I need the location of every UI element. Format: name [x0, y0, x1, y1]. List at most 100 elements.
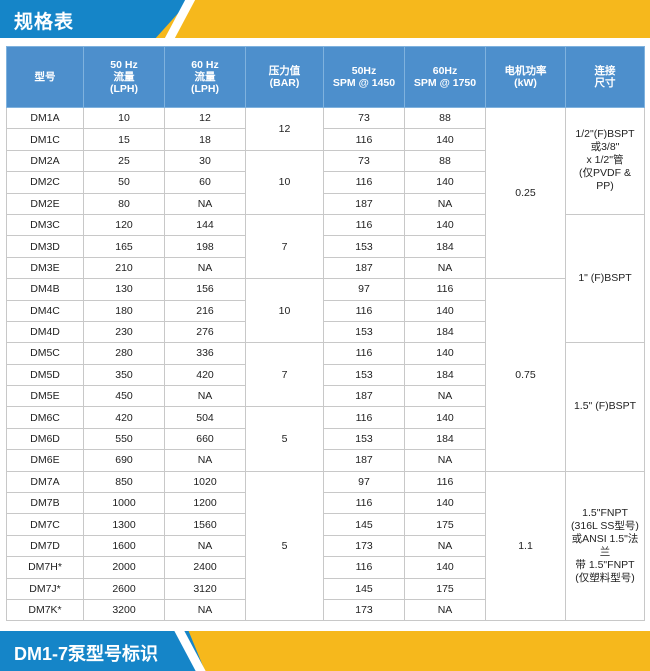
spm-60hz-cell: 88 [404, 106, 486, 130]
flow-50hz-cell: 850 [83, 470, 165, 494]
pressure-cell: 7 [245, 342, 324, 408]
model-cell: DM5D [6, 363, 84, 387]
column-header-model: 型号 [6, 46, 84, 108]
spm-60hz-cell: 140 [404, 213, 486, 237]
footer-banner: DM1-7泵型号标识 [0, 631, 650, 671]
column-header-flow-60hz: 60 Hz 流量 (LPH) [164, 46, 246, 108]
flow-50hz-cell: 80 [83, 192, 165, 215]
pressure-cell: 12 [245, 107, 324, 151]
model-cell: DM3D [6, 235, 84, 258]
table-row: DM7H* 2000 2400 116 140 [6, 556, 645, 579]
flow-60hz-cell: NA [164, 385, 246, 408]
flow-60hz-cell: NA [164, 192, 246, 215]
model-cell: DM6C [6, 406, 84, 429]
connection-line: 1" (F)BSPT [578, 272, 632, 285]
column-header-line: SPM @ 1450 [332, 77, 396, 89]
spm-50hz-cell: 116 [323, 406, 405, 429]
flow-50hz-cell: 130 [83, 278, 165, 301]
spm-60hz-cell: 184 [404, 427, 486, 451]
column-header-line: 连接 [594, 65, 616, 77]
spm-50hz-cell: 116 [323, 128, 405, 151]
connection-line: x 1/2"管 [586, 154, 624, 167]
connection-line: 或3/8" [590, 141, 620, 154]
spm-60hz-cell: 140 [404, 299, 486, 322]
page-title: 规格表 [14, 12, 75, 33]
connection-line: 1/2"(F)BSPT [575, 128, 635, 141]
header-banner: 规格表 [0, 0, 650, 38]
column-header-line: 电机功率 [504, 65, 547, 77]
connection-size-cell: 1.5"FNPT (316L SS型号) 或ANSI 1.5"法兰带 1.5"FNP… [565, 470, 645, 622]
flow-50hz-cell: 120 [83, 213, 165, 237]
spm-50hz-cell: 73 [323, 149, 405, 173]
flow-60hz-cell: 12 [164, 106, 246, 130]
flow-60hz-cell: 156 [164, 278, 246, 301]
table-row: DM4D 230 276 153 184 [6, 320, 645, 344]
model-cell: DM7K* [6, 598, 84, 622]
column-header-line: 压力值 [268, 65, 301, 77]
flow-50hz-cell: 15 [83, 128, 165, 151]
model-cell: DM7H* [6, 556, 84, 579]
spec-table: 型号 50 Hz 流量 (LPH) 60 Hz 流量 (LPH) 压力值 (BAR) 50Hz SP… [6, 46, 645, 622]
spm-50hz-cell: 153 [323, 320, 405, 344]
model-cell: DM3E [6, 256, 84, 280]
table-row: DM3C 120 144 7 116 140 1" (F)BSPT [6, 213, 645, 344]
spm-60hz-cell: 175 [404, 513, 486, 536]
flow-50hz-cell: 1000 [83, 492, 165, 515]
spm-50hz-cell: 116 [323, 342, 405, 365]
banner-blue-band [0, 631, 205, 671]
flow-50hz-cell: 2000 [83, 556, 165, 579]
column-header-flow-50hz: 50 Hz 流量 (LPH) [83, 46, 165, 108]
column-header-spm-50hz: 50Hz SPM @ 1450 [323, 46, 405, 108]
column-header-line: (LPH) [110, 83, 138, 95]
connection-line: 或ANSI 1.5"法兰 [571, 533, 639, 558]
model-cell: DM2E [6, 192, 84, 215]
spm-50hz-cell: 145 [323, 577, 405, 600]
table-header-row: 型号 50 Hz 流量 (LPH) 60 Hz 流量 (LPH) 压力值 (BAR) 50Hz SP… [6, 46, 645, 108]
spm-50hz-cell: 187 [323, 385, 405, 408]
column-header-line: 50Hz [351, 65, 377, 77]
flow-50hz-cell: 450 [83, 385, 165, 408]
flow-60hz-cell: 276 [164, 320, 246, 344]
flow-50hz-cell: 210 [83, 256, 165, 280]
flow-50hz-cell: 1300 [83, 513, 165, 536]
table-row: DM6E 690 NA 187 NA [6, 449, 645, 472]
flow-60hz-cell: 144 [164, 213, 246, 237]
table-row: DM5C 280 336 7 116 140 1.5" (F)BSPT [6, 342, 645, 472]
flow-50hz-cell: 25 [83, 149, 165, 173]
model-cell: DM5C [6, 342, 84, 365]
flow-60hz-cell: NA [164, 449, 246, 472]
flow-60hz-cell: 2400 [164, 556, 246, 579]
table-row: DM1A 10 12 12 73 88 0.25 1/2"(F)BSPT 或3/8" x 1/2"… [6, 106, 645, 280]
flow-50hz-cell: 180 [83, 299, 165, 322]
flow-60hz-cell: NA [164, 534, 246, 558]
table-row: DM3E 210 NA 187 NA [6, 256, 645, 280]
flow-50hz-cell: 690 [83, 449, 165, 472]
spm-50hz-cell: 153 [323, 235, 405, 258]
model-cell: DM4D [6, 320, 84, 344]
flow-50hz-cell: 10 [83, 106, 165, 130]
flow-60hz-cell: 1560 [164, 513, 246, 536]
spm-50hz-cell: 153 [323, 363, 405, 387]
motor-power-cell: 0.25 [485, 106, 566, 280]
model-cell: DM4C [6, 299, 84, 322]
flow-50hz-cell: 550 [83, 427, 165, 451]
spm-50hz-cell: 116 [323, 213, 405, 237]
pressure-cell: 5 [245, 406, 324, 472]
flow-50hz-cell: 165 [83, 235, 165, 258]
section-title: DM1-7泵型号标识 [14, 644, 159, 664]
column-header-line: (kW) [514, 77, 537, 89]
flow-50hz-cell: 2600 [83, 577, 165, 600]
spm-50hz-cell: 187 [323, 449, 405, 472]
pressure-cell: 5 [245, 470, 324, 622]
flow-60hz-cell: 420 [164, 363, 246, 387]
column-header-line: 流量 [113, 71, 135, 83]
flow-50hz-cell: 420 [83, 406, 165, 429]
model-cell: DM1A [6, 106, 84, 130]
connection-line: 带 1.5"FNPT [575, 559, 635, 571]
spm-50hz-cell: 97 [323, 278, 405, 301]
column-header-spm-60hz: 60Hz SPM @ 1750 [404, 46, 486, 108]
flow-60hz-cell: 18 [164, 128, 246, 151]
model-cell: DM2A [6, 149, 84, 173]
table-row: DM7A 850 1020 5 97 116 1.1 1.5"FNPT (316L SS型号) 或… [6, 470, 645, 622]
spm-60hz-cell: NA [404, 598, 486, 622]
